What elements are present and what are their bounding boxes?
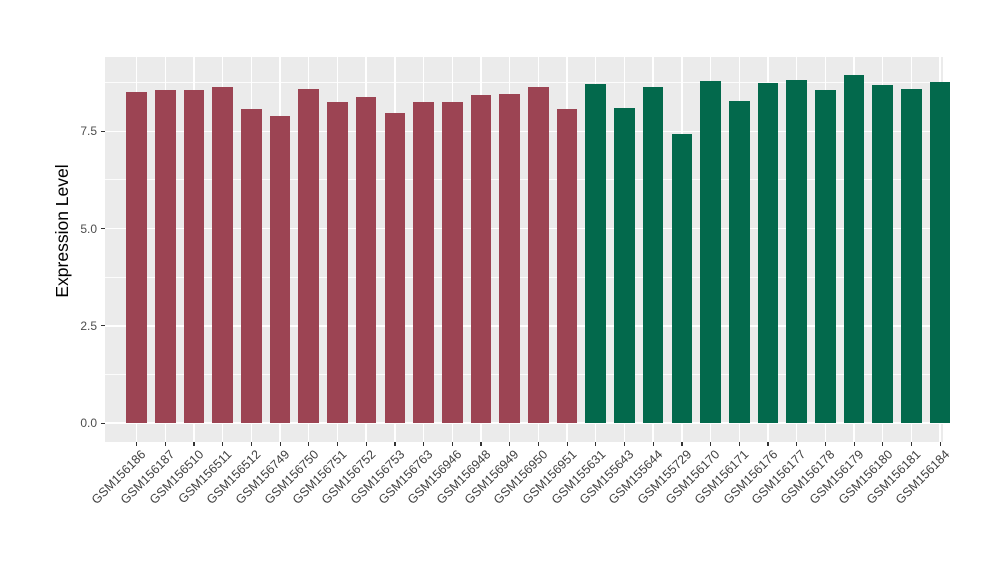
bar: [241, 109, 262, 423]
gridline-major: [105, 227, 943, 230]
bar: [355, 97, 377, 423]
bar: [872, 85, 894, 423]
x-tick-mark: [537, 442, 540, 446]
x-tick-mark: [136, 442, 138, 446]
x-tick-mark: [824, 442, 827, 446]
x-tick-mark: [423, 442, 425, 446]
bar: [757, 83, 779, 423]
x-tick-mark: [853, 442, 855, 446]
bar: [585, 83, 607, 423]
x-tick-mark: [623, 442, 626, 446]
x-tick-mark: [710, 442, 712, 446]
x-tick-mark: [509, 442, 511, 446]
x-tick-mark: [193, 442, 195, 446]
x-tick-mark: [939, 442, 941, 446]
bar: [642, 86, 664, 423]
bar: [269, 115, 291, 423]
gridline-minor: [105, 276, 943, 278]
bar: [786, 79, 807, 423]
bar: [499, 94, 520, 423]
bar: [441, 102, 463, 423]
bar: [413, 101, 434, 423]
x-tick-mark: [652, 442, 654, 446]
y-tick-label: 0.0: [80, 416, 97, 430]
x-tick-mark: [336, 442, 339, 446]
bar: [671, 133, 693, 423]
bar: [929, 81, 951, 423]
gridline-minor: [105, 179, 943, 181]
y-tick-mark: [100, 228, 105, 230]
x-tick-mark: [595, 442, 597, 446]
x-tick-mark: [308, 442, 310, 446]
x-tick-mark: [451, 442, 453, 446]
x-tick-mark: [767, 442, 769, 446]
bar: [384, 112, 406, 423]
bar: [327, 102, 348, 423]
x-tick-mark: [365, 442, 367, 446]
gridline-major: [105, 130, 943, 132]
gridline-minor: [105, 82, 943, 84]
bar: [614, 107, 635, 423]
x-tick-mark: [279, 442, 281, 446]
bar: [470, 95, 492, 423]
x-tick-mark: [164, 442, 166, 446]
bar: [815, 90, 836, 423]
bar: [843, 75, 865, 423]
x-tick-mark: [738, 442, 740, 446]
bar: [700, 80, 721, 423]
x-tick-mark: [882, 442, 884, 446]
y-tick-label: 2.5: [80, 318, 97, 333]
x-tick-mark: [681, 442, 683, 446]
x-tick-mark: [394, 442, 396, 446]
gridline-minor: [105, 373, 943, 375]
x-tick-mark: [910, 442, 913, 446]
bar: [556, 108, 578, 423]
y-tick-mark: [100, 422, 105, 424]
x-tick-mark: [480, 442, 482, 446]
plot-panel: [105, 57, 951, 442]
bar: [183, 90, 205, 423]
bar: [728, 100, 750, 423]
y-tick-mark: [100, 130, 105, 132]
bar: [212, 86, 233, 423]
y-tick-label: 5.0: [80, 221, 97, 236]
y-tick-label: 7.5: [80, 124, 97, 139]
x-tick-mark: [250, 442, 253, 446]
bar: [154, 90, 176, 423]
y-tick-mark: [100, 325, 105, 327]
bar: [126, 92, 147, 423]
bar: [528, 87, 549, 423]
x-tick-mark: [796, 442, 798, 446]
x-tick-mark: [222, 442, 224, 446]
bar: [901, 88, 922, 423]
x-tick-mark: [566, 442, 568, 446]
bar: [298, 89, 320, 423]
gridline-major: [105, 325, 943, 327]
gridline-major: [105, 422, 943, 424]
